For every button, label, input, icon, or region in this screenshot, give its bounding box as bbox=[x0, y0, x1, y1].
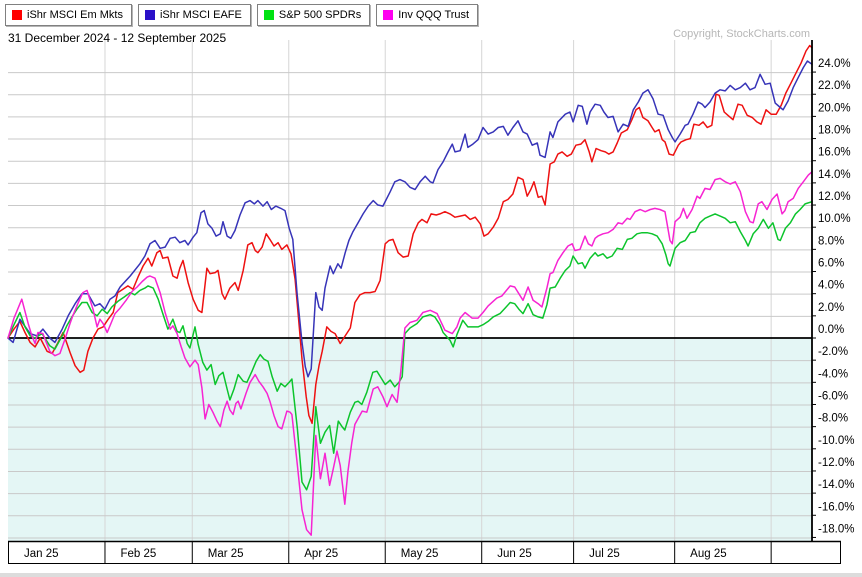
qqq-swatch-icon bbox=[383, 10, 394, 20]
y-axis-label: 24.0% bbox=[818, 58, 851, 70]
series-line-ishr-msci-em-mkts bbox=[7, 44, 813, 425]
y-axis-label: -16.0% bbox=[818, 501, 854, 513]
page-bottom-divider bbox=[0, 573, 862, 577]
legend-item-label: Inv QQQ Trust bbox=[398, 8, 470, 21]
y-axis-label: 12.0% bbox=[818, 191, 851, 203]
legend: iShr MSCI Em Mkts iShr MSCI EAFE S&P 500… bbox=[5, 4, 479, 26]
x-axis-month-strip: Jan 25 Feb 25 Mar 25 Apr 25 May 25 Jun 25 Jul … bbox=[8, 540, 841, 564]
y-axis-label: 8.0% bbox=[818, 235, 844, 247]
y-axis-label: -4.0% bbox=[818, 368, 848, 380]
series-line-ishr-msci-eafe bbox=[7, 60, 813, 378]
y-axis-labels: 24.0% 22.0% 20.0% 18.0% 16.0% 14.0% 12.0% 10.0%… bbox=[812, 58, 854, 538]
y-axis-label: 20.0% bbox=[818, 102, 851, 114]
legend-item-label: iShr MSCI Em Mkts bbox=[27, 8, 123, 21]
legend-item-qqq[interactable]: Inv QQQ Trust bbox=[376, 4, 479, 26]
month-label: Aug 25 bbox=[690, 548, 726, 560]
em-mkts-swatch-icon bbox=[12, 10, 22, 20]
y-axis-label: -14.0% bbox=[818, 479, 854, 491]
y-axis-label: 14.0% bbox=[818, 169, 851, 181]
y-axis-label: 2.0% bbox=[818, 302, 844, 314]
eafe-swatch-icon bbox=[144, 10, 155, 20]
y-axis-label: -18.0% bbox=[818, 523, 854, 535]
y-axis-label: 10.0% bbox=[818, 213, 851, 225]
month-label: Apr 25 bbox=[304, 548, 338, 560]
month-label: Jun 25 bbox=[497, 548, 532, 560]
legend-item-label: iShr MSCI EAFE bbox=[159, 8, 242, 21]
month-label: Jul 25 bbox=[589, 548, 620, 560]
legend-item-eafe[interactable]: iShr MSCI EAFE bbox=[137, 4, 251, 26]
month-gridlines bbox=[104, 40, 772, 541]
y-axis-label: 18.0% bbox=[818, 125, 851, 137]
legend-item-label: S&P 500 SPDRs bbox=[278, 8, 362, 21]
month-label: May 25 bbox=[401, 548, 439, 560]
y-axis-label: -8.0% bbox=[818, 413, 848, 425]
copyright-text: Copyright, StockCharts.com bbox=[673, 28, 810, 40]
legend-item-em-mkts[interactable]: iShr MSCI Em Mkts bbox=[5, 4, 132, 26]
y-axis-label: 22.0% bbox=[818, 80, 851, 92]
y-axis-label: -6.0% bbox=[818, 390, 848, 402]
y-axis-label: -10.0% bbox=[818, 435, 854, 447]
series-line-s-p-500-spdrs bbox=[7, 200, 813, 491]
below-zero-region bbox=[8, 338, 812, 541]
y-axis-label: 16.0% bbox=[818, 147, 851, 159]
y-axis-label: 4.0% bbox=[818, 280, 844, 292]
legend-item-spy[interactable]: S&P 500 SPDRs bbox=[256, 4, 371, 26]
y-axis-label: -2.0% bbox=[818, 346, 848, 358]
y-axis-label: 6.0% bbox=[818, 258, 844, 270]
y-axis-label: -12.0% bbox=[818, 457, 854, 469]
month-label: Mar 25 bbox=[208, 548, 244, 560]
date-range-subtitle: 31 December 2024 - 12 September 2025 bbox=[8, 31, 227, 45]
y-axis-label: 0.0% bbox=[818, 324, 844, 336]
spy-swatch-icon bbox=[263, 10, 274, 20]
series-line-inv-qqq-trust bbox=[7, 171, 813, 536]
month-label: Feb 25 bbox=[120, 548, 156, 560]
percent-gridlines bbox=[8, 72, 812, 539]
month-label: Jan 25 bbox=[24, 548, 59, 560]
